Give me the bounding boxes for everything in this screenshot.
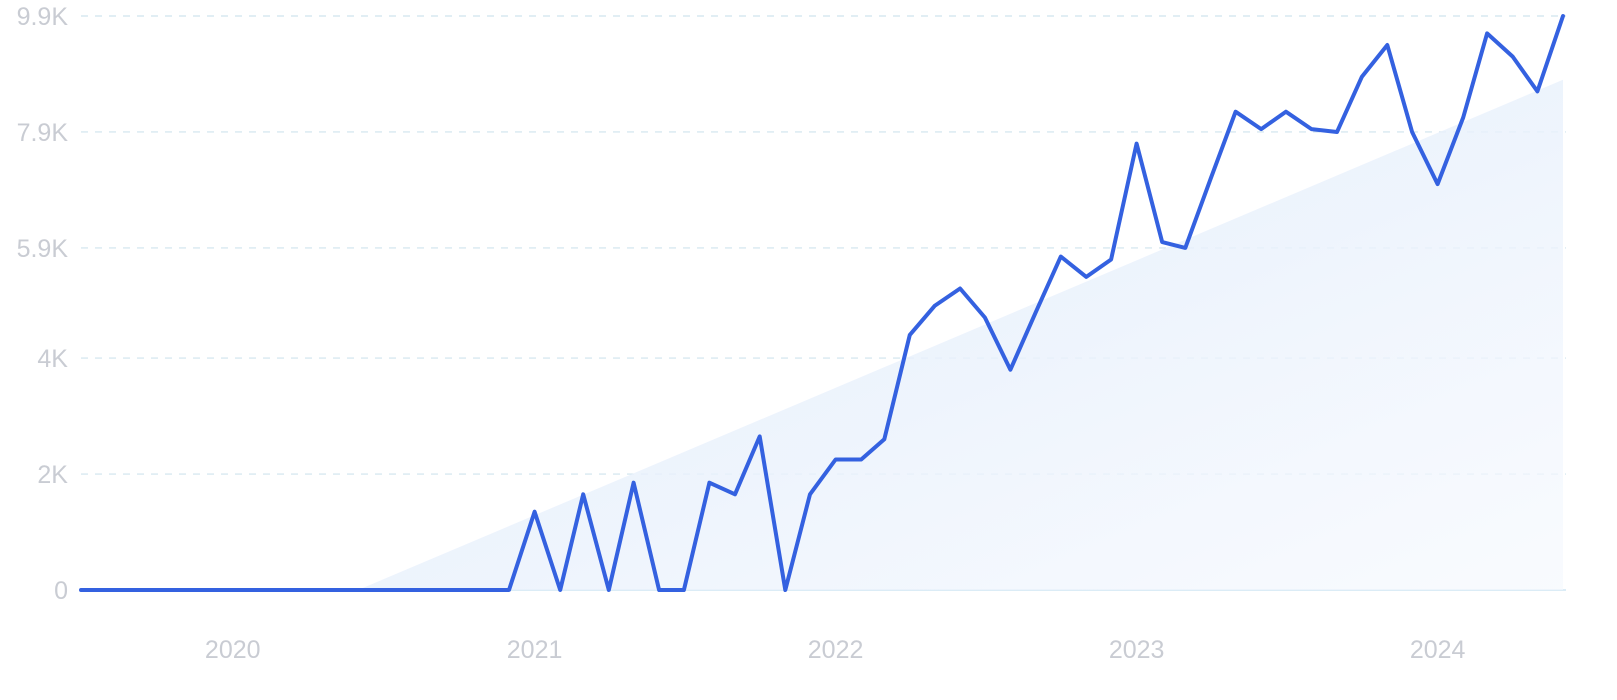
- x-tick-label: 2023: [1109, 636, 1165, 664]
- x-tick-label: 2021: [507, 636, 563, 664]
- x-tick-label: 2020: [205, 636, 261, 664]
- series-lines: [79, 14, 1565, 592]
- trend-area: [358, 79, 1564, 591]
- y-tick-label: 4K: [37, 345, 68, 373]
- y-tick-label: 5.9K: [17, 235, 69, 263]
- y-tick-label: 9.9K: [17, 3, 69, 31]
- x-tick-label: 2024: [1410, 636, 1466, 664]
- x-axis-ticks: 2020 2021 2022 2023 2024: [205, 636, 1466, 664]
- series-line: [79, 14, 1565, 592]
- y-tick-label: 0: [54, 577, 68, 605]
- y-tick-label: 7.9K: [17, 119, 69, 147]
- y-axis-ticks: 0 2K 4K 5.9K 7.9K 9.9K: [17, 3, 69, 605]
- x-tick-label: 2022: [808, 636, 864, 664]
- y-tick-label: 2K: [37, 461, 68, 489]
- trend-area-shape: [358, 79, 1564, 591]
